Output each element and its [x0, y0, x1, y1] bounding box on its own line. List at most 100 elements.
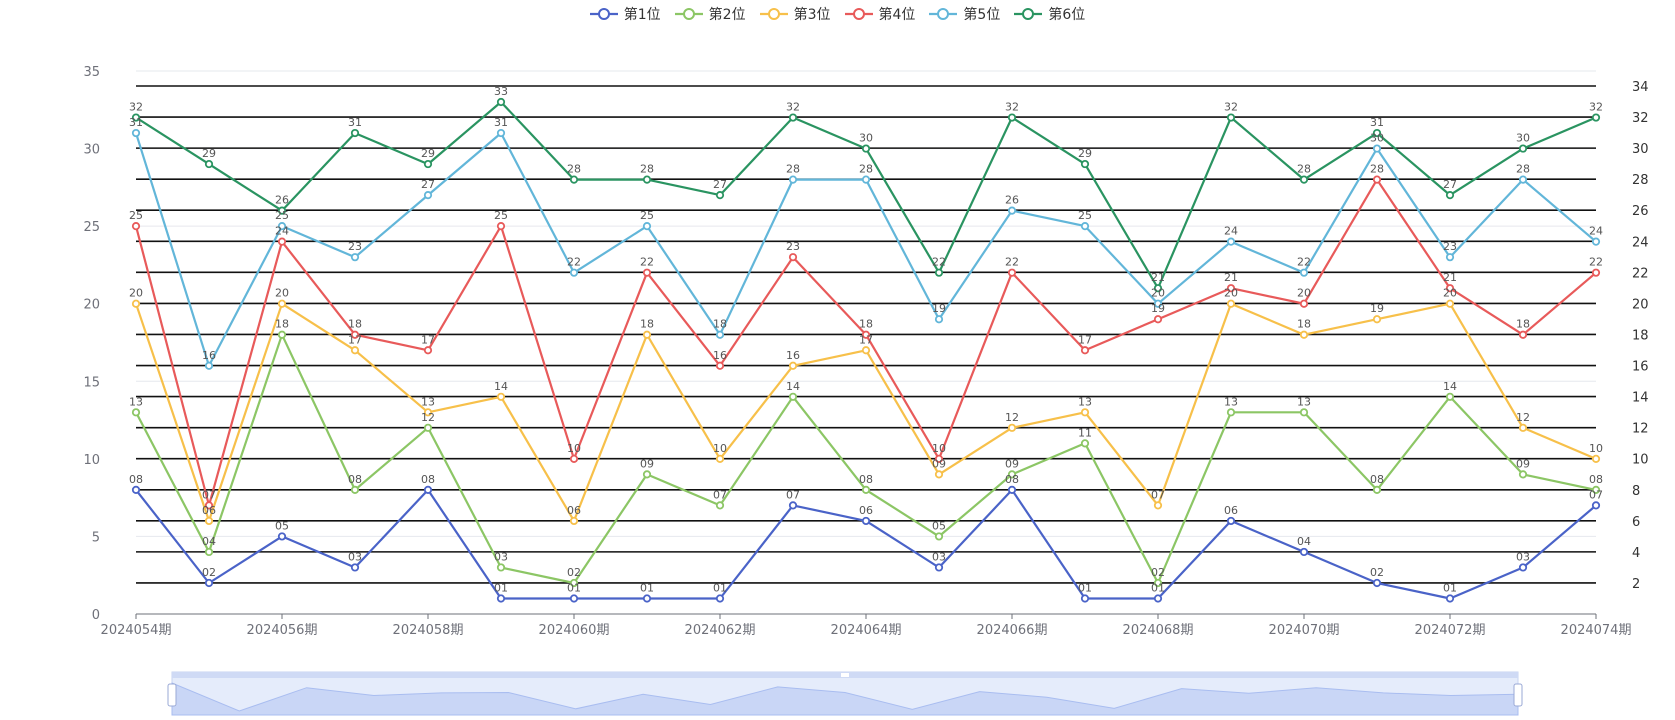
- data-label: 10: [932, 442, 946, 455]
- data-point: [350, 346, 360, 355]
- data-point: [423, 159, 433, 169]
- data-label: 23: [1443, 240, 1457, 253]
- data-point: [1372, 175, 1382, 184]
- y-right-tick-label: 18: [1632, 328, 1649, 343]
- data-label: 31: [494, 116, 508, 129]
- data-point: [1153, 315, 1163, 324]
- data-label: 01: [1078, 581, 1092, 594]
- data-label: 28: [1297, 163, 1311, 176]
- data-label: 20: [1297, 287, 1311, 300]
- data-point: [1372, 144, 1382, 153]
- data-label: 03: [1516, 550, 1530, 563]
- x-tick-label: 2024058期: [393, 623, 464, 638]
- data-point: [1299, 408, 1309, 417]
- data-point: [277, 299, 287, 308]
- data-label: 17: [348, 333, 362, 346]
- y-right-tick-label: 22: [1632, 266, 1649, 281]
- legend-item-5[interactable]: 第5位: [929, 4, 1000, 24]
- data-point: [204, 578, 214, 588]
- data-label: 22: [1297, 256, 1311, 269]
- y-left-tick-label: 20: [83, 298, 100, 313]
- axes-layer: 0510152025303524681012141618202224262830…: [83, 65, 1648, 638]
- data-label: 32: [1005, 101, 1019, 114]
- data-point: [1007, 268, 1017, 277]
- legend-item-3[interactable]: 第3位: [759, 4, 831, 24]
- data-label: 05: [932, 519, 946, 532]
- data-point: [1591, 501, 1601, 510]
- legend-item-6[interactable]: 第6位: [1014, 4, 1085, 24]
- data-point: [1299, 268, 1309, 277]
- data-label: 13: [1297, 395, 1311, 408]
- data-label: 09: [640, 457, 654, 470]
- legend-symbol-icon: [929, 8, 958, 20]
- data-point: [204, 547, 214, 557]
- data-point: [1080, 408, 1090, 417]
- data-label: 18: [859, 318, 873, 331]
- data-label: 18: [348, 318, 362, 331]
- data-point: [642, 222, 652, 231]
- data-point: [861, 346, 871, 355]
- data-point: [204, 361, 214, 370]
- data-point: [788, 361, 798, 370]
- data-point: [715, 454, 725, 463]
- data-label: 16: [713, 349, 727, 362]
- data-point: [1372, 485, 1382, 494]
- zoom-handle-left[interactable]: [167, 683, 177, 707]
- data-label: 13: [1224, 395, 1238, 408]
- data-label: 27: [421, 178, 435, 191]
- data-point: [496, 392, 506, 401]
- data-label: 02: [1151, 566, 1165, 579]
- data-point: [715, 191, 725, 200]
- data-label: 21: [1151, 271, 1165, 284]
- data-point: [1080, 594, 1090, 603]
- data-point: [569, 594, 579, 603]
- data-point: [1518, 175, 1528, 184]
- legend-item-4[interactable]: 第4位: [844, 4, 915, 24]
- data-point: [1445, 284, 1455, 293]
- data-point: [788, 113, 798, 122]
- legend-symbol-icon: [759, 8, 788, 20]
- data-point: [1007, 206, 1017, 215]
- legend-item-2[interactable]: 第2位: [674, 4, 746, 24]
- data-label: 25: [129, 209, 143, 222]
- legend-item-1[interactable]: 第1位: [589, 4, 661, 24]
- data-point: [642, 594, 652, 603]
- data-point: [1080, 159, 1090, 169]
- data-label: 08: [1589, 473, 1603, 486]
- data-label: 01: [713, 581, 727, 594]
- data-point: [642, 330, 652, 339]
- data-label: 31: [1370, 116, 1384, 129]
- data-label: 27: [713, 178, 727, 191]
- data-label: 24: [1224, 225, 1238, 238]
- data-point: [934, 268, 944, 277]
- data-label: 22: [640, 256, 654, 269]
- data-point: [642, 470, 652, 479]
- data-point: [1591, 485, 1601, 494]
- data-label: 29: [1078, 147, 1092, 160]
- data-label: 26: [275, 194, 289, 207]
- y-right-tick-label: 28: [1632, 173, 1649, 188]
- data-point: [131, 408, 141, 417]
- data-label: 02: [1370, 566, 1384, 579]
- y-left-tick-label: 30: [83, 143, 100, 158]
- data-label: 21: [1443, 271, 1457, 284]
- data-point: [715, 594, 725, 603]
- data-label: 20: [129, 287, 143, 300]
- data-point: [131, 299, 141, 308]
- data-label: 21: [1224, 271, 1238, 284]
- data-zoom-slider[interactable]: [167, 671, 1523, 716]
- data-label: 13: [1078, 395, 1092, 408]
- legend-label: 第5位: [963, 7, 1001, 23]
- y-right-tick-label: 30: [1632, 142, 1649, 157]
- y-left-tick-label: 0: [92, 608, 100, 623]
- data-label: 18: [1297, 318, 1311, 331]
- zoom-handle-right[interactable]: [1513, 683, 1523, 707]
- data-label: 18: [640, 318, 654, 331]
- data-point: [715, 330, 725, 339]
- x-tick-label: 2024064期: [831, 623, 902, 638]
- legend-symbol-icon: [674, 8, 703, 20]
- data-label: 03: [348, 550, 362, 563]
- data-point: [277, 222, 287, 231]
- x-tick-label: 2024062期: [685, 623, 756, 638]
- legend-label: 第6位: [1048, 7, 1086, 23]
